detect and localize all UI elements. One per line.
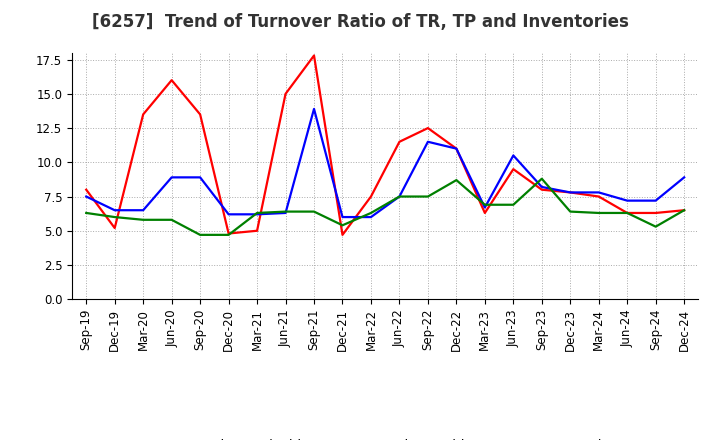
Line: Inventories: Inventories [86,179,684,235]
Trade Payables [509,153,518,158]
Inventories [537,176,546,181]
Inventories [310,209,318,214]
Trade Payables [253,212,261,217]
Inventories [423,194,432,199]
Trade Receivables [480,210,489,216]
Inventories [82,210,91,216]
Trade Receivables [595,194,603,199]
Inventories [110,214,119,220]
Trade Receivables [423,125,432,131]
Inventories [395,194,404,199]
Inventories [253,210,261,216]
Trade Payables [196,175,204,180]
Trade Receivables [395,139,404,144]
Trade Payables [595,190,603,195]
Trade Payables [282,210,290,216]
Trade Receivables [366,194,375,199]
Line: Trade Payables: Trade Payables [86,109,684,217]
Inventories [566,209,575,214]
Inventories [595,210,603,216]
Trade Receivables [82,187,91,192]
Inventories [225,232,233,238]
Trade Receivables [652,210,660,216]
Trade Payables [652,198,660,203]
Trade Payables [566,190,575,195]
Trade Receivables [196,112,204,117]
Inventories [452,177,461,183]
Trade Payables [366,214,375,220]
Trade Receivables [282,91,290,96]
Inventories [623,210,631,216]
Trade Payables [82,194,91,199]
Inventories [480,202,489,207]
Trade Receivables [680,208,688,213]
Text: [6257]  Trend of Turnover Ratio of TR, TP and Inventories: [6257] Trend of Turnover Ratio of TR, TP… [91,13,629,31]
Trade Payables [452,146,461,151]
Trade Payables [167,175,176,180]
Trade Payables [395,194,404,199]
Trade Payables [537,184,546,190]
Trade Receivables [167,77,176,83]
Trade Payables [338,214,347,220]
Trade Receivables [566,190,575,195]
Trade Payables [110,208,119,213]
Trade Payables [423,139,432,144]
Inventories [282,209,290,214]
Legend: Trade Receivables, Trade Payables, Inventories: Trade Receivables, Trade Payables, Inven… [148,434,623,440]
Trade Receivables [623,210,631,216]
Inventories [366,210,375,216]
Trade Receivables [110,225,119,231]
Trade Receivables [139,112,148,117]
Trade Payables [480,205,489,210]
Trade Receivables [338,232,347,238]
Trade Receivables [253,228,261,233]
Trade Payables [225,212,233,217]
Trade Receivables [452,146,461,151]
Trade Payables [310,106,318,112]
Trade Payables [680,175,688,180]
Inventories [509,202,518,207]
Line: Trade Receivables: Trade Receivables [86,55,684,235]
Trade Receivables [310,53,318,58]
Inventories [652,224,660,229]
Inventories [338,223,347,228]
Inventories [139,217,148,223]
Trade Payables [623,198,631,203]
Trade Receivables [537,187,546,192]
Trade Payables [139,208,148,213]
Inventories [196,232,204,238]
Inventories [680,208,688,213]
Trade Receivables [225,231,233,236]
Inventories [167,217,176,223]
Trade Receivables [509,166,518,172]
